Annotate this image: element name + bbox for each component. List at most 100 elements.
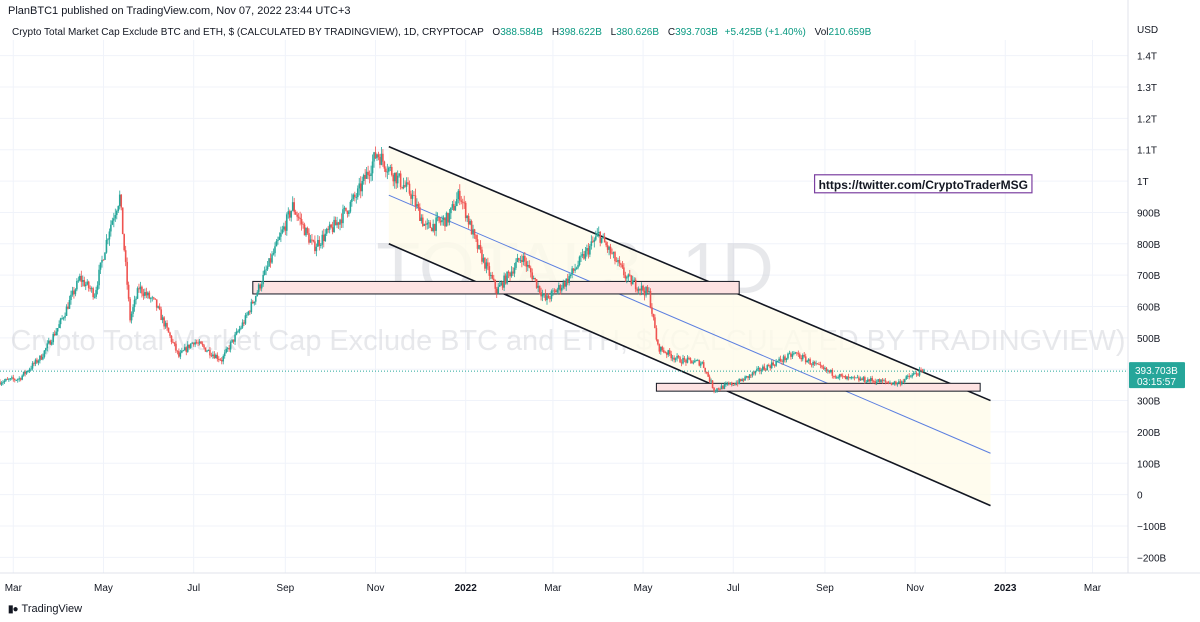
candle — [776, 360, 779, 363]
candle — [492, 274, 495, 282]
candle-body — [136, 288, 139, 299]
legend-open-label: O — [492, 27, 501, 38]
candle — [623, 263, 625, 279]
candle-body — [903, 379, 906, 382]
candle — [603, 232, 606, 243]
candle — [320, 242, 322, 249]
candle-body — [50, 342, 53, 345]
candle-body — [207, 349, 210, 351]
publisher-line: PlanBTC1 published on TradingView.com, N… — [8, 5, 351, 17]
candle — [204, 347, 207, 352]
text-annotation[interactable]: https://twitter.com/CryptoTraderMSG — [813, 174, 1033, 194]
candle-body — [402, 185, 405, 189]
candle — [318, 236, 321, 251]
candle-body — [155, 299, 158, 308]
candle — [178, 348, 180, 359]
candle-body — [444, 217, 446, 227]
candle — [642, 284, 644, 293]
candle — [470, 219, 473, 235]
candle — [253, 301, 256, 306]
candle-body — [56, 328, 59, 332]
candle — [692, 360, 695, 365]
candle-body — [249, 311, 251, 313]
candle — [349, 200, 352, 214]
candle — [549, 295, 551, 303]
candle-body — [113, 218, 115, 221]
candle-body — [274, 246, 276, 254]
candle-body — [754, 370, 757, 374]
candle — [287, 207, 290, 219]
candle — [398, 173, 400, 178]
candle-body — [902, 381, 905, 383]
candle-body — [110, 224, 112, 232]
candle — [560, 284, 563, 293]
candle-body — [645, 286, 647, 296]
candle-body — [479, 245, 482, 250]
candle-body — [220, 360, 223, 362]
candle-body — [708, 376, 711, 382]
candle — [732, 384, 735, 386]
candle-body — [244, 315, 247, 324]
candle — [495, 286, 498, 298]
candle — [488, 262, 491, 280]
candle-body — [884, 380, 887, 382]
candle-body — [283, 226, 285, 230]
candle — [163, 315, 165, 330]
candle-body — [186, 344, 189, 352]
y-tick-label: 1.2T — [1137, 114, 1157, 125]
candle-body — [364, 175, 366, 179]
candle — [759, 367, 761, 375]
candle — [89, 285, 91, 292]
candle — [766, 364, 769, 371]
candle-body — [702, 362, 705, 368]
candle — [314, 235, 316, 255]
candle — [247, 310, 250, 316]
candle — [784, 354, 786, 363]
candle — [710, 378, 712, 384]
candle-body — [90, 288, 93, 290]
candle-body — [314, 241, 316, 252]
candle-body — [790, 353, 792, 357]
candle — [886, 381, 888, 384]
candle-body — [899, 381, 902, 385]
candle — [358, 177, 361, 196]
candle — [317, 235, 319, 247]
candle-body — [596, 233, 599, 237]
candle-body — [541, 294, 544, 297]
price-axis[interactable]: USD 1.4T 1.3T 1.2T 1.1T 1T 900B 800B 700B 600B 500… — [1127, 0, 1167, 573]
candle-body — [429, 222, 432, 228]
candle — [738, 378, 740, 385]
candle-body — [711, 380, 714, 389]
candle-body — [717, 388, 720, 390]
candle — [730, 381, 733, 387]
candle-body — [453, 204, 455, 211]
candle-body — [6, 379, 9, 380]
time-axis[interactable]: Mar May Jul Sep Nov 2022 Mar May Jul Sep Nov 2023 Ma… — [0, 572, 1200, 594]
candle-body — [40, 355, 43, 360]
candle — [219, 357, 222, 362]
candle-body — [232, 339, 235, 342]
candle-body — [705, 371, 708, 373]
candle-body — [59, 318, 62, 325]
candle — [337, 221, 340, 229]
candle-body — [825, 367, 828, 371]
candle — [648, 287, 650, 295]
candle-body — [275, 240, 278, 247]
trend-channel[interactable] — [388, 145, 991, 507]
candle-body — [655, 328, 658, 340]
candle-body — [385, 168, 387, 172]
candle — [902, 378, 905, 384]
candle — [571, 265, 573, 279]
candle — [503, 272, 505, 291]
candle — [235, 328, 238, 336]
candle-body — [176, 350, 179, 352]
candle — [266, 261, 269, 272]
candle-body — [355, 197, 358, 198]
candle-body — [127, 284, 130, 299]
candle-body — [216, 354, 219, 360]
candle-body — [637, 288, 640, 291]
candle-body — [592, 241, 594, 243]
candle — [226, 346, 229, 352]
candle-body — [492, 278, 495, 281]
